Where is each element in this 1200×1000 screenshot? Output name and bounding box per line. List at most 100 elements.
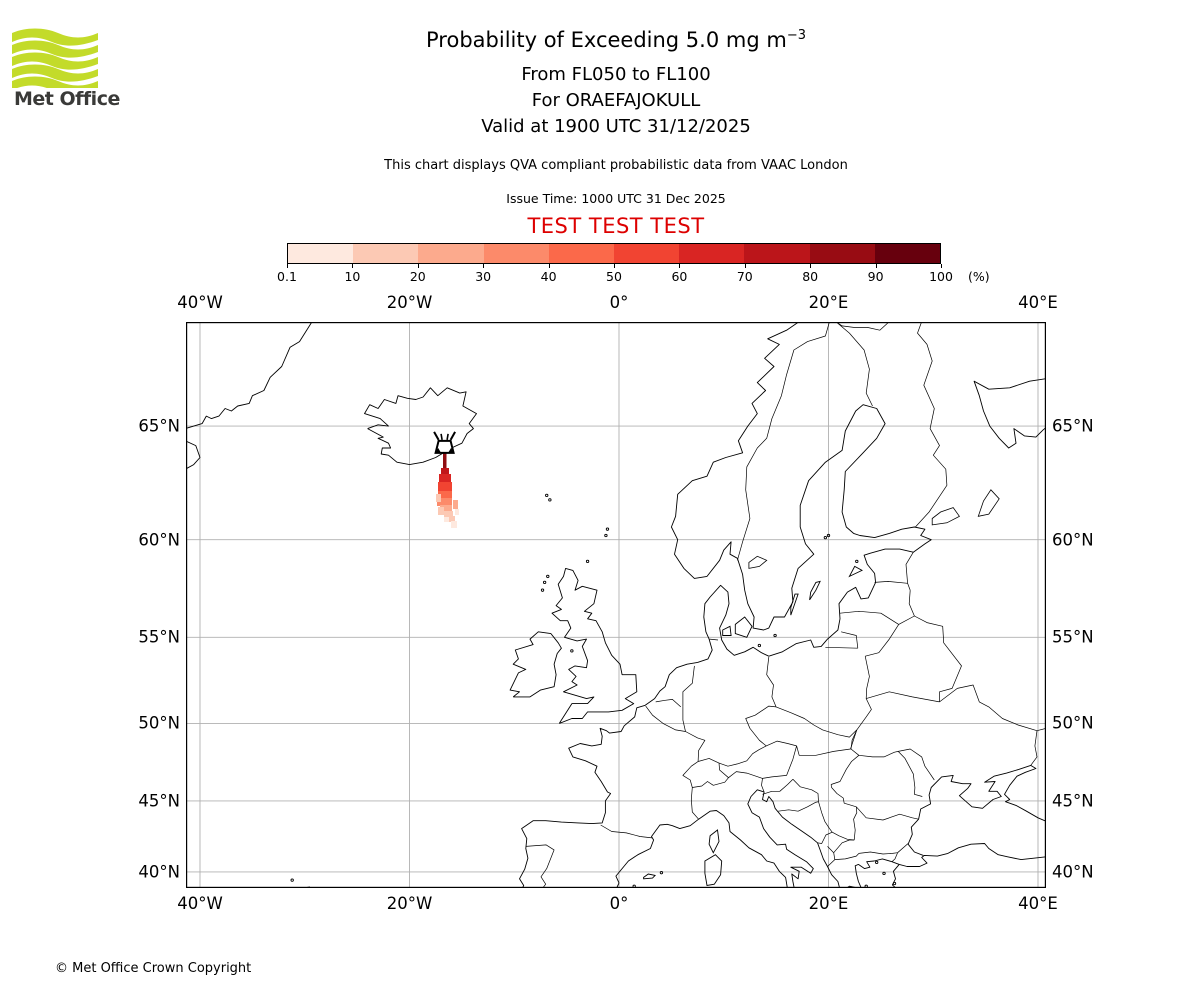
issue-time: Issue Time: 1000 UTC 31 Dec 2025 — [506, 191, 726, 206]
latitude-label-left: 60°N — [138, 530, 180, 550]
title-superscript: −3 — [786, 28, 806, 43]
ash-plume-cell — [438, 491, 452, 500]
ash-plume-cell — [438, 507, 444, 515]
ash-plume-cell — [436, 494, 441, 502]
ash-plume-cell — [455, 509, 459, 515]
probability-colorbar — [287, 243, 941, 264]
colorbar-tick — [352, 264, 354, 268]
country-border — [898, 590, 915, 625]
colorbar-tick-label: 100 — [929, 269, 953, 284]
coastline — [891, 864, 900, 888]
latitude-label-right: 65°N — [1052, 416, 1094, 436]
coastline — [186, 440, 201, 470]
small-island — [823, 535, 828, 540]
country-border — [1030, 730, 1038, 766]
country-border — [718, 745, 767, 767]
colorbar-segment — [744, 244, 810, 263]
small-island — [290, 878, 294, 882]
small-island — [585, 559, 590, 564]
country-border — [737, 322, 830, 561]
country-border — [817, 831, 833, 844]
country-border — [818, 801, 855, 841]
colorbar-segment — [548, 244, 615, 263]
small-island — [757, 643, 762, 648]
colorbar-tick-label: 70 — [736, 269, 753, 284]
island-outline — [643, 873, 656, 880]
ash-plume-cell — [437, 498, 452, 506]
colorbar-segment — [809, 244, 875, 263]
colorbar-segment — [353, 244, 419, 263]
ash-plume-cell — [451, 521, 457, 528]
small-island — [546, 574, 550, 579]
country-border — [645, 705, 686, 732]
island-outline — [809, 580, 821, 601]
country-border — [655, 699, 682, 708]
country-border — [835, 322, 890, 331]
colorbar-tick-label: 40 — [540, 269, 557, 284]
colorbar-tick — [614, 264, 615, 268]
colorbar-segment — [483, 244, 549, 263]
longitude-label-bottom: 40°W — [177, 894, 223, 913]
small-island — [855, 559, 859, 564]
colorbar-tick — [548, 264, 550, 268]
colorbar-unit: (%) — [968, 269, 990, 284]
coastline — [509, 631, 562, 698]
small-island — [892, 881, 897, 886]
colorbar-segment — [874, 244, 941, 263]
colorbar-tick — [744, 264, 746, 268]
met-office-logo: Met Office — [12, 26, 122, 118]
country-border — [858, 843, 909, 855]
latitude-label-right: 40°N — [1052, 862, 1094, 882]
small-island — [659, 871, 664, 875]
colorbar-tick-label: 0.1 — [277, 269, 297, 284]
coastline — [615, 810, 788, 888]
country-border — [685, 731, 706, 762]
country-border — [850, 729, 860, 756]
country-border — [709, 638, 719, 641]
volcano-subtitle: For ORAEFAJOKULL — [531, 90, 701, 111]
longitude-label-top: 20°E — [808, 293, 849, 312]
country-border — [905, 552, 914, 591]
ash-plume-cell — [444, 517, 449, 522]
colorbar-tick-label: 30 — [475, 269, 492, 284]
small-island — [882, 871, 886, 875]
country-border — [858, 751, 899, 758]
country-border — [600, 824, 653, 839]
lake-outline — [977, 489, 1000, 517]
colorbar-tick-label: 20 — [409, 269, 426, 284]
island-outline — [722, 625, 732, 636]
ash-plume-cell — [444, 511, 453, 517]
latitude-label-left: 40°N — [138, 862, 180, 882]
coastline — [551, 567, 638, 724]
colorbar-segment — [418, 244, 484, 263]
test-watermark: TEST TEST TEST — [527, 214, 705, 238]
longitude-label-bottom: 20°E — [808, 894, 849, 913]
country-border — [830, 755, 860, 785]
longitude-label-top: 0° — [609, 293, 629, 312]
flight-level-subtitle: From FL050 to FL100 — [521, 64, 711, 85]
small-island — [540, 588, 545, 592]
latitude-label-right: 45°N — [1052, 791, 1094, 811]
country-border — [874, 581, 908, 584]
country-border — [891, 852, 898, 862]
chart-title: Probability of Exceeding 5.0 mg m−3 — [426, 28, 806, 52]
country-border — [841, 631, 859, 649]
small-island — [773, 633, 777, 638]
latitude-label-left: 55°N — [138, 627, 180, 647]
colorbar-tick — [287, 264, 288, 268]
country-border — [914, 615, 962, 702]
ash-plume-cell — [453, 500, 458, 509]
country-border — [865, 624, 899, 657]
met-office-waves-icon — [12, 28, 98, 94]
longitude-label-bottom: 20°W — [386, 894, 433, 913]
latitude-label-left: 65°N — [138, 416, 180, 436]
country-border — [525, 844, 555, 888]
country-border — [830, 784, 857, 808]
country-border — [682, 758, 729, 788]
longitude-label-top: 20°W — [386, 293, 433, 312]
island-outline — [708, 829, 720, 854]
qva-note: This chart displays QVA compliant probab… — [384, 158, 848, 173]
small-island — [548, 498, 552, 502]
volcano-marker — [433, 431, 456, 454]
colorbar-tick — [875, 264, 877, 268]
